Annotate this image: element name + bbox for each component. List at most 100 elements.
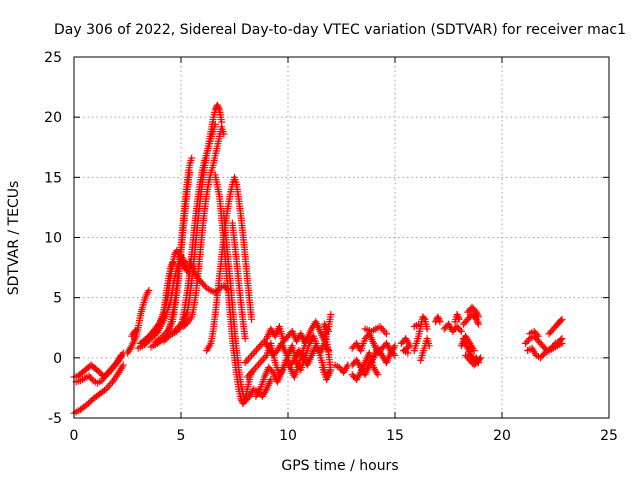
- y-tick-label: 25: [44, 50, 62, 66]
- data-point: [534, 332, 542, 340]
- x-axis: 0 5 10 15 20 25: [70, 57, 618, 444]
- data-point: [220, 130, 228, 138]
- data-point: [473, 310, 481, 318]
- data-point: [248, 315, 256, 323]
- x-tick-label: 25: [600, 428, 618, 444]
- data-point: [539, 351, 547, 359]
- data-point: [557, 317, 565, 325]
- data-point: [533, 331, 541, 339]
- data-point: [301, 339, 309, 347]
- data-point: [241, 359, 249, 367]
- data-point: [105, 382, 113, 390]
- data-point: [455, 315, 463, 323]
- data-point: [243, 357, 251, 365]
- data-point: [188, 154, 196, 162]
- data-point: [473, 317, 481, 325]
- data-point: [327, 311, 335, 319]
- data-point: [244, 355, 252, 363]
- data-point: [435, 315, 443, 323]
- data-point: [255, 360, 263, 368]
- data-point: [524, 336, 532, 344]
- data-point: [454, 314, 462, 322]
- data-point: [465, 347, 473, 355]
- data-point: [420, 314, 428, 322]
- data-point: [258, 357, 266, 365]
- data-point: [476, 355, 484, 363]
- data-point: [168, 259, 176, 267]
- data-point: [152, 325, 160, 333]
- data-point: [213, 101, 221, 109]
- x-axis-label: GPS time / hours: [281, 458, 398, 474]
- data-point: [434, 313, 442, 321]
- data-point: [466, 349, 474, 357]
- data-point: [558, 315, 566, 323]
- data-point: [378, 324, 386, 332]
- data-point: [467, 351, 475, 359]
- data-point: [165, 332, 173, 340]
- x-tick-label: 15: [386, 428, 404, 444]
- data-point: [423, 325, 431, 333]
- data-point: [464, 346, 472, 354]
- data-point: [163, 334, 171, 342]
- x-tick-label: 10: [279, 428, 297, 444]
- data-point: [325, 327, 333, 335]
- data-point: [246, 353, 254, 361]
- data-point: [474, 320, 482, 328]
- data-point: [472, 308, 480, 316]
- data-point: [374, 371, 382, 379]
- data-point: [558, 339, 566, 347]
- data-point: [557, 336, 565, 344]
- data-point: [84, 399, 92, 407]
- data-point: [474, 311, 482, 319]
- data-point: [254, 344, 262, 352]
- x-tick-label: 5: [177, 428, 186, 444]
- x-tick-label: 20: [493, 428, 511, 444]
- y-axis-label: SDTVAR / TECUs: [6, 181, 22, 296]
- data-point: [474, 319, 482, 327]
- y-tick-label: -5: [48, 411, 62, 427]
- y-tick-label: 0: [53, 351, 62, 367]
- x-tick-label: 0: [70, 428, 79, 444]
- data-point: [404, 349, 412, 357]
- data-point: [256, 342, 264, 350]
- data-point: [86, 398, 94, 406]
- data-point: [131, 327, 139, 335]
- data-point: [201, 282, 209, 290]
- data-point: [252, 346, 260, 354]
- data-point: [289, 358, 297, 366]
- data-point: [259, 355, 267, 363]
- data-point: [454, 312, 462, 320]
- data-point: [415, 320, 423, 328]
- data-point: [160, 337, 168, 345]
- data-point: [88, 375, 96, 383]
- data-point: [435, 316, 443, 324]
- data-point: [186, 169, 194, 177]
- data-point: [256, 359, 264, 367]
- data-point: [241, 335, 249, 343]
- data-point: [251, 348, 259, 356]
- data-point: [247, 369, 255, 377]
- data-point: [119, 361, 127, 369]
- data-point: [156, 335, 164, 343]
- y-tick-label: 5: [53, 291, 62, 307]
- y-axis: -5 0 5 10 15 20 25: [44, 50, 609, 427]
- data-point: [145, 286, 153, 294]
- data-point: [477, 354, 485, 362]
- data-point: [214, 103, 222, 111]
- data-point: [132, 326, 140, 334]
- data-point: [464, 344, 472, 352]
- data-point: [456, 326, 464, 334]
- data-point: [381, 328, 389, 336]
- data-point: [391, 342, 399, 350]
- data-point: [382, 330, 390, 338]
- data-point: [425, 342, 433, 350]
- data-point: [453, 311, 461, 319]
- y-tick-label: 20: [44, 110, 62, 126]
- data-point: [474, 313, 482, 321]
- data-point: [470, 347, 478, 355]
- grid-lines: [74, 57, 609, 418]
- data-points: [70, 101, 566, 417]
- data-point: [253, 362, 261, 370]
- data-point: [83, 401, 91, 409]
